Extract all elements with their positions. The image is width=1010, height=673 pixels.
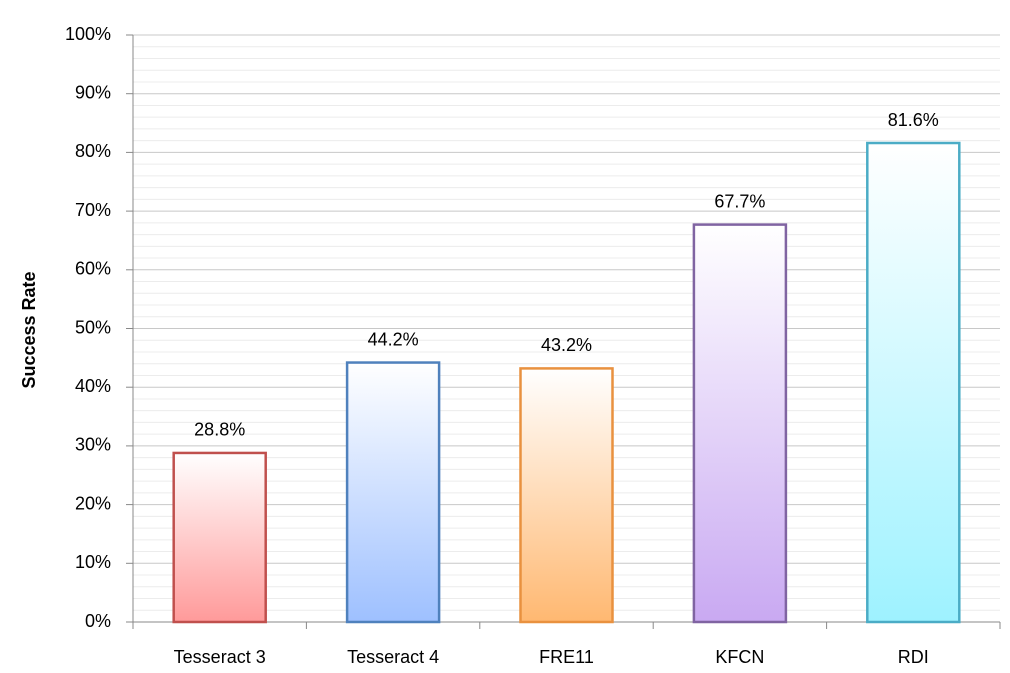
bar xyxy=(866,141,961,624)
x-tick-label: RDI xyxy=(898,647,929,667)
y-tick-label: 20% xyxy=(75,493,111,513)
y-tick-label: 10% xyxy=(75,552,111,572)
y-tick-label: 0% xyxy=(85,611,111,631)
y-tick-label: 90% xyxy=(75,82,111,102)
value-label: 81.6% xyxy=(888,110,939,130)
value-label: 43.2% xyxy=(541,335,592,355)
y-tick-label: 80% xyxy=(75,141,111,161)
y-tick-label: 100% xyxy=(65,24,111,44)
x-tick-label: Tesseract 4 xyxy=(347,647,439,667)
x-tick-label: Tesseract 3 xyxy=(174,647,266,667)
x-tick-label: FRE11 xyxy=(539,647,594,667)
bar xyxy=(345,361,441,624)
y-tick-label: 50% xyxy=(75,317,111,337)
bar xyxy=(519,367,614,624)
bar xyxy=(172,451,267,624)
value-label: 67.7% xyxy=(714,191,765,211)
value-label: 44.2% xyxy=(368,329,419,349)
y-tick-label: 40% xyxy=(75,376,111,396)
y-tick-label: 70% xyxy=(75,200,111,220)
y-tick-label: 60% xyxy=(75,259,111,279)
y-tick-label: 30% xyxy=(75,435,111,455)
value-label: 28.8% xyxy=(194,420,245,440)
bar xyxy=(692,223,788,624)
y-axis-label: Success Rate xyxy=(19,271,39,388)
x-tick-label: KFCN xyxy=(715,647,764,667)
